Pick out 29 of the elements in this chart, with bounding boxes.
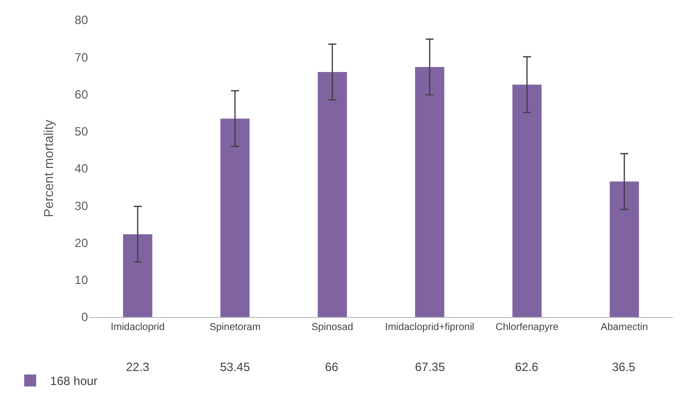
data-label: 22.3 [126,360,150,374]
y-tick-label: 40 [74,162,88,176]
x-tick-label: Spinosad [311,322,354,333]
bar [220,118,250,317]
y-tick-label: 20 [74,236,88,250]
y-tick-label: 10 [74,273,88,288]
bar [415,66,444,317]
bar [318,72,347,317]
bar [610,181,639,317]
data-label: 36.5 [612,360,636,374]
y-tick-label: 70 [74,50,88,64]
y-tick-label: 60 [74,87,88,102]
x-tick-label: Chlorfenapyre [496,322,559,333]
data-label: 62.6 [515,360,539,374]
x-tick-label: Spinetoram [209,322,261,333]
x-tick-label: Abamectin [600,322,648,333]
x-tick-label: Imidacloprid+fipronil [385,322,474,333]
x-tick-label: Imidacloprid [110,322,165,333]
bar [512,84,542,317]
y-axis-title: Percent mortality [41,119,56,218]
data-label: 66 [325,360,339,374]
bar [123,234,152,317]
y-tick-label: 80 [74,13,88,28]
y-tick-label: 0 [81,310,88,324]
y-tick-label: 50 [74,124,88,139]
legend-label: 168 hour [50,374,98,388]
data-label: 67.35 [415,360,446,374]
data-label: 53.45 [220,360,250,374]
y-tick-label: 30 [74,198,88,213]
